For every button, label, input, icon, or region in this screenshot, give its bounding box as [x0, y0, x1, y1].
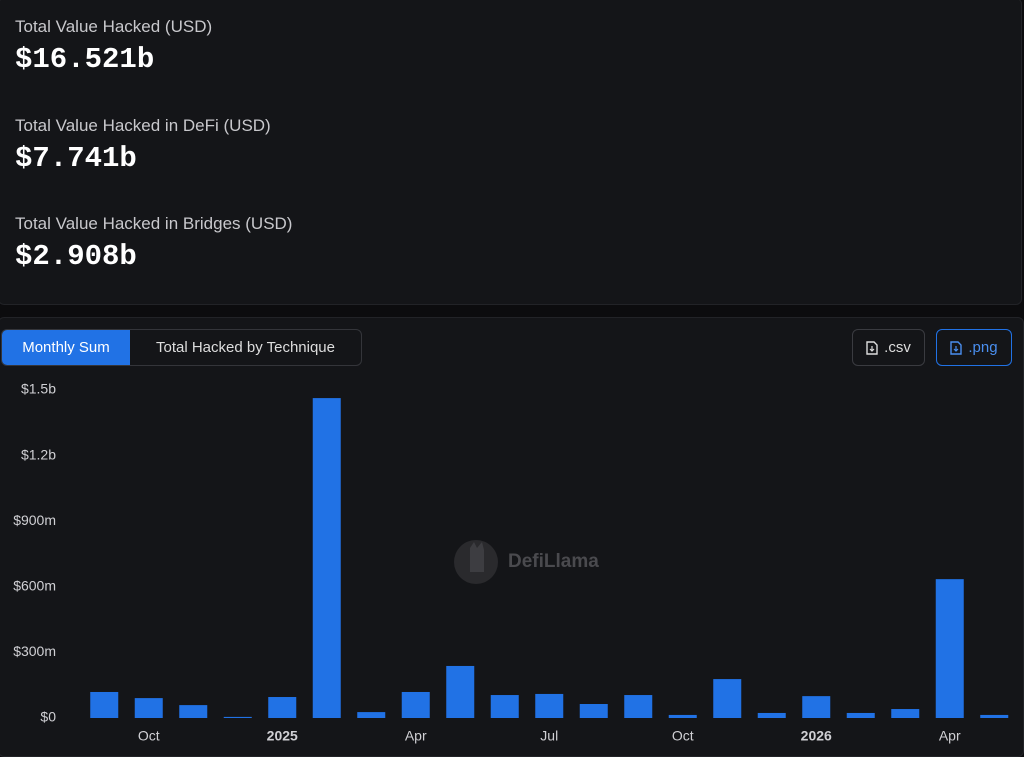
bar	[223, 716, 252, 718]
x-tick-label: Apr	[939, 728, 961, 744]
bar	[668, 714, 697, 718]
stat-label: Total Value Hacked (USD)	[15, 17, 213, 36]
stats-panel: Total Value Hacked (USD) $16.521b Total …	[0, 0, 1022, 305]
bar	[401, 691, 430, 718]
watermark-logo	[470, 542, 484, 572]
x-tick-label: Oct	[672, 728, 694, 744]
bar	[90, 691, 119, 718]
bar	[446, 665, 475, 718]
bar	[490, 695, 519, 718]
x-tick-label: Apr	[405, 728, 427, 744]
stat-value: $7.741b	[15, 142, 137, 175]
bar	[935, 579, 964, 718]
x-tick-label: Jul	[540, 728, 558, 744]
y-tick-label: $900m	[13, 512, 56, 528]
bar	[757, 712, 786, 718]
bar	[624, 695, 653, 718]
y-tick-label: $1.5b	[21, 381, 56, 397]
y-tick-label: $0	[40, 709, 56, 725]
bar	[713, 679, 742, 718]
x-tick-label: Oct	[138, 728, 160, 744]
download-button[interactable]: .png	[936, 329, 1012, 366]
bar	[802, 696, 831, 718]
y-tick-label: $300m	[13, 643, 56, 659]
bar	[357, 712, 386, 718]
bar	[312, 398, 341, 718]
bar	[179, 705, 208, 718]
tab[interactable]: Monthly Sum	[2, 330, 130, 365]
bar	[535, 693, 564, 718]
x-tick-label: 2025	[267, 728, 298, 744]
bar	[846, 712, 875, 718]
bar	[980, 714, 1009, 718]
y-tick-label: $1.2b	[21, 446, 56, 462]
tab[interactable]: Total Hacked by Technique	[155, 339, 335, 356]
bar	[891, 709, 920, 718]
watermark: DefiLlama	[508, 551, 599, 572]
file-icon	[866, 340, 878, 355]
chart-panel	[0, 317, 1024, 757]
tab-group: Monthly Sum Total Hacked by Technique	[1, 329, 362, 366]
stat-value: $2.908b	[15, 240, 137, 273]
stat-label: Total Value Hacked in Bridges (USD)	[15, 214, 293, 233]
bar	[134, 698, 163, 718]
bar	[268, 697, 297, 718]
stat-label: Total Value Hacked in DeFi (USD)	[15, 116, 271, 135]
bar	[579, 704, 608, 718]
y-tick-label: $600m	[13, 578, 56, 594]
file-icon	[950, 340, 963, 355]
x-tick-label: 2026	[801, 728, 832, 744]
button-label: .png	[968, 339, 998, 356]
stat-value: $16.521b	[15, 43, 155, 76]
download-button[interactable]: .csv	[852, 329, 925, 366]
button-label: .csv	[884, 339, 911, 356]
